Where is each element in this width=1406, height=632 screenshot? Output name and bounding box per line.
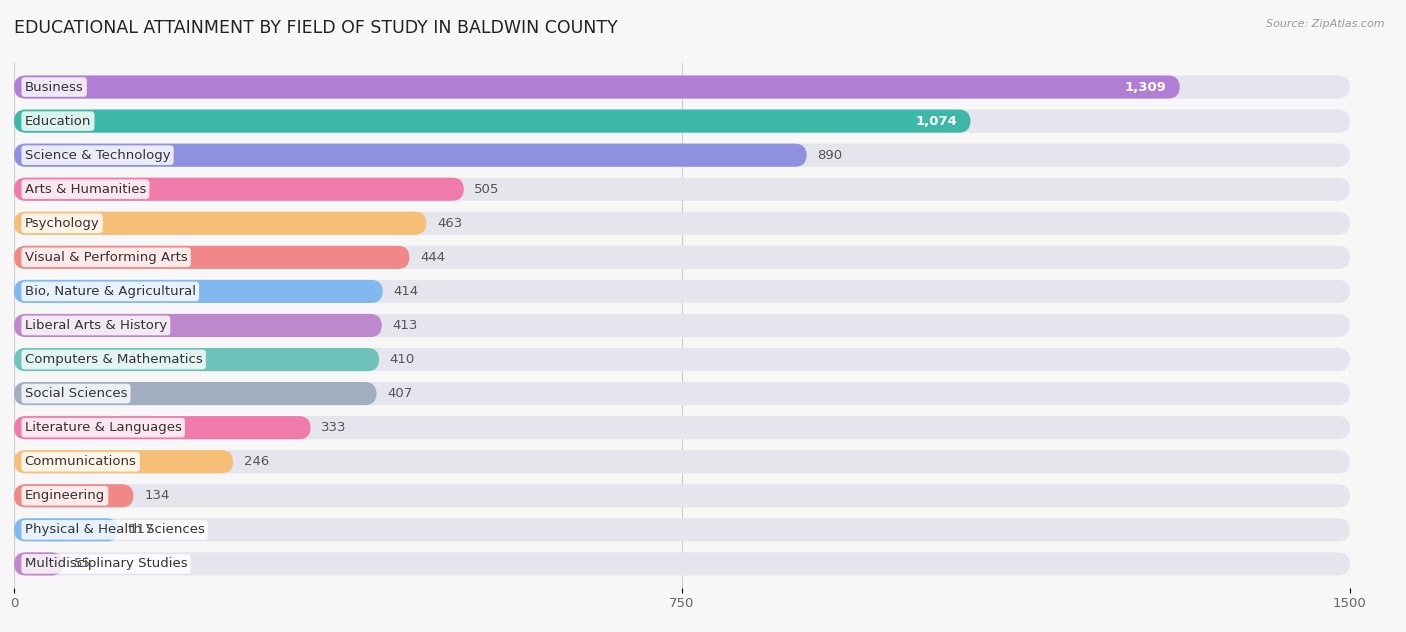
FancyBboxPatch shape [14,178,1350,201]
Text: 1,309: 1,309 [1125,80,1167,94]
Text: 410: 410 [389,353,415,366]
FancyBboxPatch shape [14,75,1350,99]
Text: 134: 134 [143,489,170,502]
FancyBboxPatch shape [14,450,1350,473]
Text: 407: 407 [387,387,412,400]
Text: 1,074: 1,074 [915,114,957,128]
Text: Computers & Mathematics: Computers & Mathematics [25,353,202,366]
Text: 333: 333 [321,421,347,434]
FancyBboxPatch shape [14,518,1350,542]
FancyBboxPatch shape [14,143,807,167]
Text: Psychology: Psychology [25,217,100,230]
Text: Business: Business [25,80,83,94]
Text: Multidisciplinary Studies: Multidisciplinary Studies [25,557,187,571]
FancyBboxPatch shape [14,382,377,405]
FancyBboxPatch shape [14,109,1350,133]
Text: 117: 117 [129,523,155,537]
FancyBboxPatch shape [14,178,464,201]
FancyBboxPatch shape [14,212,1350,235]
Text: Engineering: Engineering [25,489,105,502]
FancyBboxPatch shape [14,484,134,507]
FancyBboxPatch shape [14,143,1350,167]
FancyBboxPatch shape [14,280,382,303]
Text: Literature & Languages: Literature & Languages [25,421,181,434]
Text: 413: 413 [392,319,418,332]
FancyBboxPatch shape [14,314,1350,337]
FancyBboxPatch shape [14,348,380,371]
FancyBboxPatch shape [14,246,409,269]
Text: 463: 463 [437,217,463,230]
FancyBboxPatch shape [14,314,382,337]
Text: Communications: Communications [25,455,136,468]
Text: 55: 55 [73,557,91,571]
FancyBboxPatch shape [14,212,426,235]
Text: Visual & Performing Arts: Visual & Performing Arts [25,251,187,264]
FancyBboxPatch shape [14,280,1350,303]
Text: Education: Education [25,114,91,128]
FancyBboxPatch shape [14,450,233,473]
FancyBboxPatch shape [14,416,1350,439]
Text: 444: 444 [420,251,446,264]
Text: EDUCATIONAL ATTAINMENT BY FIELD OF STUDY IN BALDWIN COUNTY: EDUCATIONAL ATTAINMENT BY FIELD OF STUDY… [14,19,617,37]
FancyBboxPatch shape [14,348,1350,371]
Text: Social Sciences: Social Sciences [25,387,128,400]
FancyBboxPatch shape [14,109,970,133]
FancyBboxPatch shape [14,552,63,576]
Text: 246: 246 [243,455,269,468]
Text: Liberal Arts & History: Liberal Arts & History [25,319,167,332]
Text: Science & Technology: Science & Technology [25,149,170,162]
FancyBboxPatch shape [14,518,118,542]
Text: Bio, Nature & Agricultural: Bio, Nature & Agricultural [25,285,195,298]
Text: Arts & Humanities: Arts & Humanities [25,183,146,196]
FancyBboxPatch shape [14,75,1180,99]
FancyBboxPatch shape [14,246,1350,269]
Text: Source: ZipAtlas.com: Source: ZipAtlas.com [1267,19,1385,29]
FancyBboxPatch shape [14,416,311,439]
Text: 505: 505 [474,183,499,196]
FancyBboxPatch shape [14,382,1350,405]
Text: Physical & Health Sciences: Physical & Health Sciences [25,523,205,537]
Text: 414: 414 [394,285,419,298]
FancyBboxPatch shape [14,552,1350,576]
Text: 890: 890 [817,149,842,162]
FancyBboxPatch shape [14,484,1350,507]
